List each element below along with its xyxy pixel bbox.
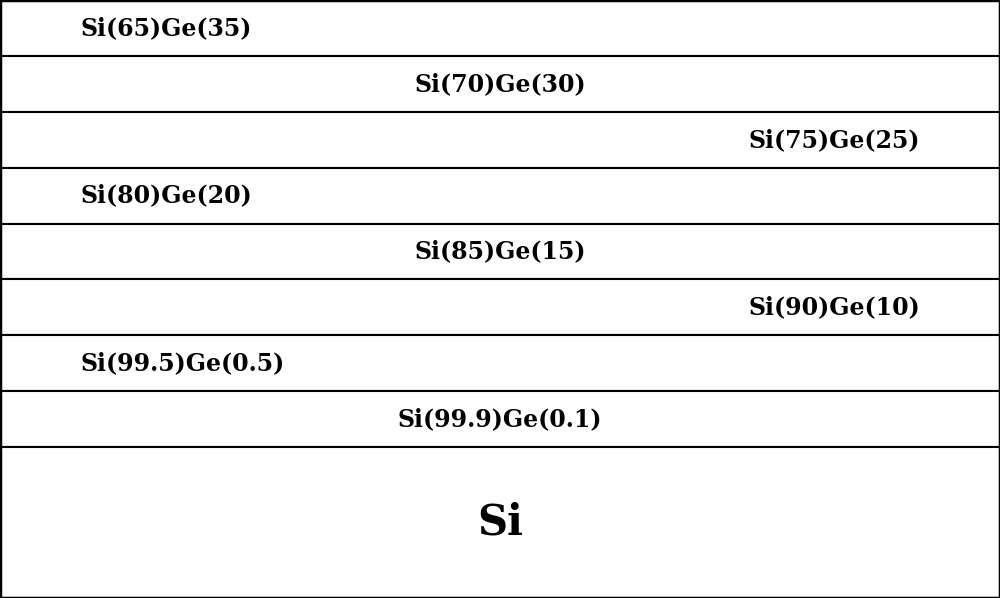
Text: Si(99.9)Ge(0.1): Si(99.9)Ge(0.1) [398, 407, 602, 431]
Bar [0, 167, 1000, 224]
Text: Si(85)Ge(15): Si(85)Ge(15) [414, 239, 586, 264]
Text: Si: Si [477, 502, 523, 544]
Bar [0, 279, 1000, 335]
Bar [0, 56, 1000, 112]
Bar [0, 391, 1000, 447]
Bar [0, 335, 1000, 391]
Text: Si(75)Ge(25): Si(75)Ge(25) [748, 128, 920, 152]
Bar [0, 224, 1000, 279]
Bar [0, 0, 1000, 56]
Text: Si(70)Ge(30): Si(70)Ge(30) [414, 72, 586, 96]
Bar [0, 112, 1000, 167]
Text: Si(99.5)Ge(0.5): Si(99.5)Ge(0.5) [80, 351, 284, 376]
Text: Si(90)Ge(10): Si(90)Ge(10) [748, 295, 920, 319]
Bar [0, 447, 1000, 598]
Text: Si(80)Ge(20): Si(80)Ge(20) [80, 184, 252, 208]
Text: Si(65)Ge(35): Si(65)Ge(35) [80, 16, 251, 40]
